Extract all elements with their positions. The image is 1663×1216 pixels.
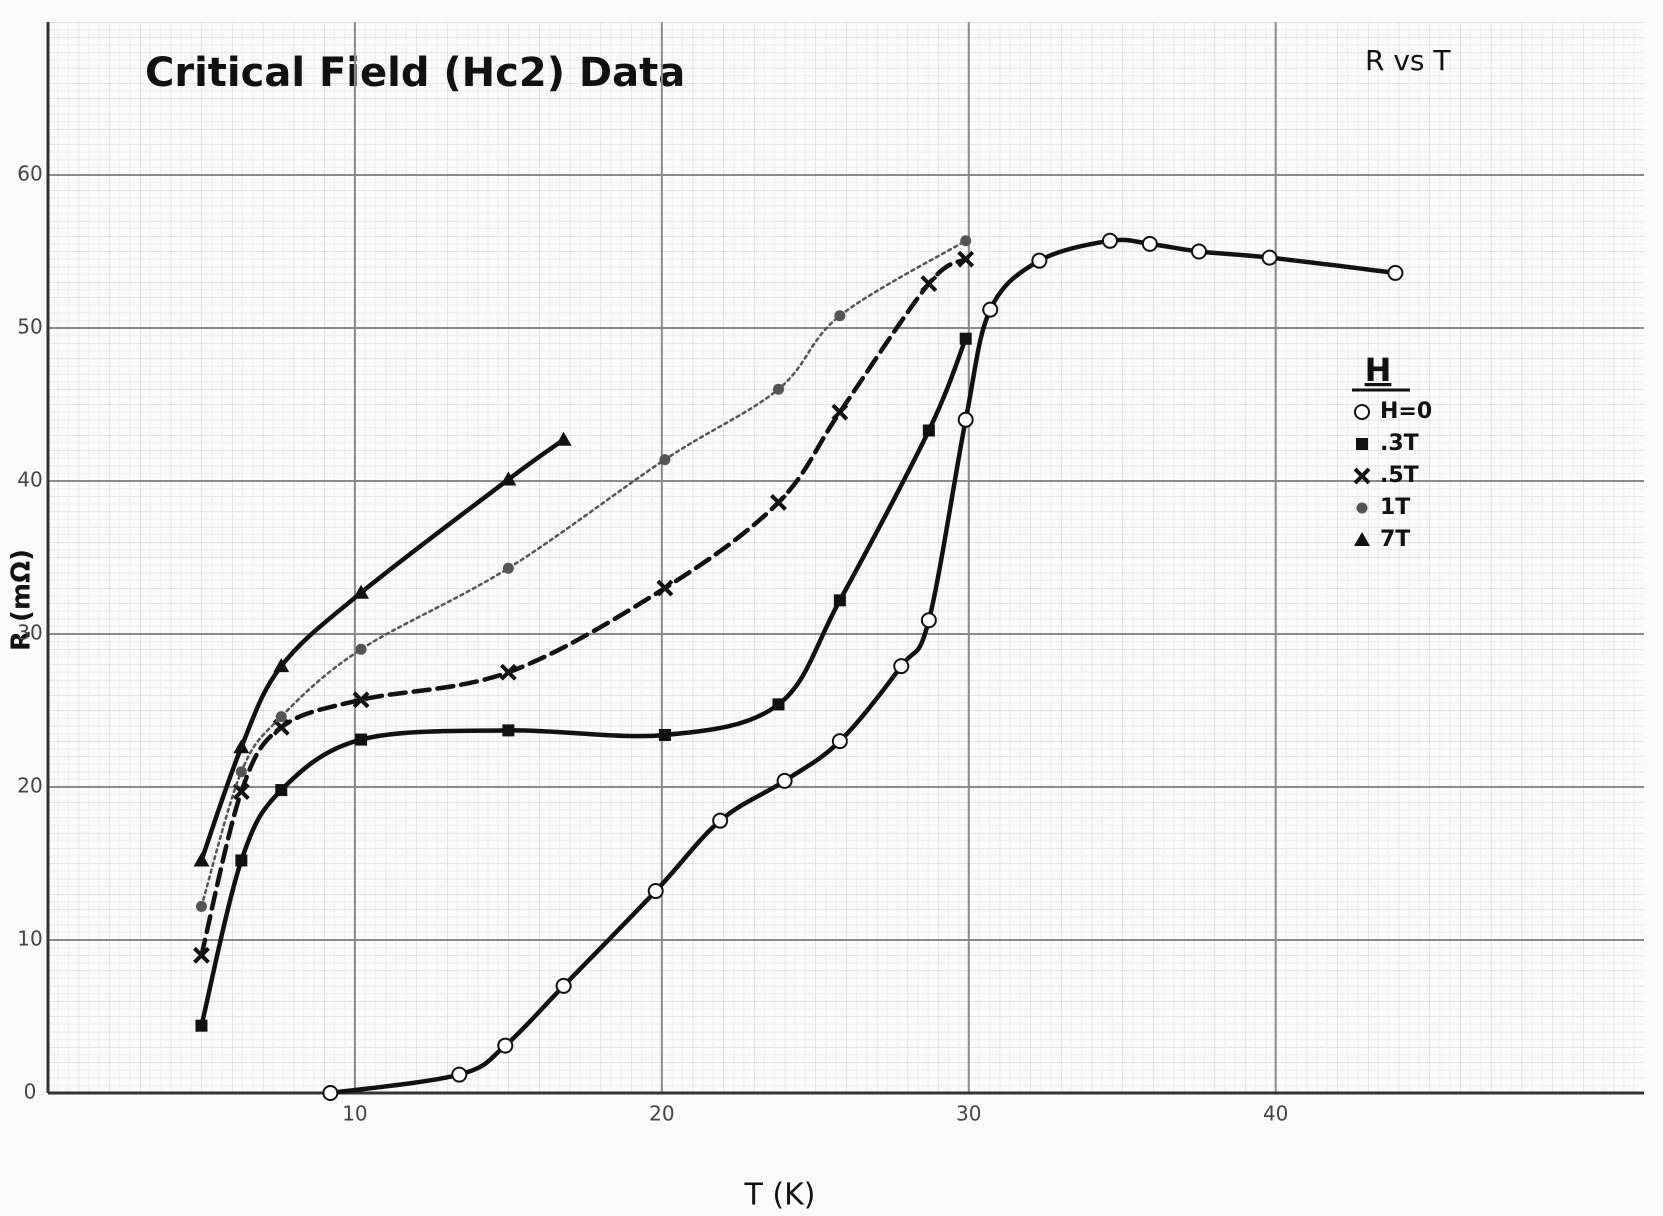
x-tick-label: 10 [342, 1102, 367, 1126]
marker [195, 1019, 208, 1032]
marker [1354, 532, 1370, 546]
legend-label: H=0 [1380, 399, 1432, 424]
y-axis-label: R (mΩ) [7, 549, 37, 651]
y-tick-label: 20 [17, 774, 42, 798]
marker [957, 250, 975, 268]
marker [353, 584, 370, 599]
marker [555, 431, 572, 446]
marker [1141, 235, 1158, 252]
marker [235, 766, 247, 778]
marker [499, 663, 517, 681]
marker [1387, 264, 1404, 281]
marker [275, 784, 288, 797]
marker [275, 711, 287, 723]
marker [920, 612, 937, 629]
x-tick-label: 30 [956, 1102, 981, 1126]
series-line [199, 256, 968, 958]
marker [770, 494, 787, 511]
marker [922, 424, 935, 437]
marker [233, 739, 250, 754]
marker [960, 235, 972, 247]
series-line [199, 336, 968, 1028]
marker [272, 718, 290, 736]
marker [193, 852, 210, 867]
marker [1261, 249, 1278, 266]
marker [831, 403, 849, 421]
marker [959, 332, 972, 345]
marker [834, 310, 846, 322]
legend-entry: 7T [1354, 527, 1410, 552]
legend-entry: 1T [1356, 495, 1410, 520]
marker [497, 1037, 514, 1054]
marker [658, 728, 671, 741]
marker [235, 854, 248, 867]
marker [232, 783, 250, 801]
y-tick-label: 10 [17, 927, 42, 951]
marker [355, 733, 368, 746]
graph-paper [48, 22, 1644, 1093]
marker [1356, 502, 1368, 514]
legend-label: 7T [1380, 527, 1410, 552]
marker [451, 1066, 468, 1083]
marker [502, 724, 515, 737]
marker [712, 812, 729, 829]
legend-entry: .3T [1356, 431, 1419, 456]
marker [500, 471, 517, 486]
marker [273, 658, 290, 673]
marker [776, 772, 793, 789]
marker [647, 883, 664, 900]
marker [659, 454, 671, 466]
legend-entry: H=0 [1354, 399, 1432, 424]
marker [920, 275, 938, 293]
y-tick-label: 30 [17, 621, 42, 645]
marker [322, 1085, 339, 1101]
marker [656, 579, 674, 597]
marker [893, 658, 910, 675]
marker [1190, 243, 1207, 260]
marker [352, 691, 370, 709]
y-tick-label: 0 [24, 1080, 37, 1104]
marker [1101, 232, 1118, 249]
marker [502, 562, 514, 574]
chart-title: Critical Field (Hc2) Data [145, 50, 685, 96]
y-tick-label: 40 [17, 468, 42, 492]
marker [1031, 252, 1048, 269]
marker [957, 411, 974, 428]
series-line [200, 239, 967, 908]
marker [355, 643, 367, 655]
x-tick-label: 40 [1263, 1102, 1288, 1126]
marker [772, 383, 784, 395]
marker [982, 301, 999, 318]
marker [195, 900, 207, 912]
y-tick-label: 50 [17, 315, 42, 339]
legend-label: .5T [1380, 463, 1419, 488]
x-axis-label: T (K) [744, 1178, 816, 1213]
legend-entry: .5T [1353, 463, 1419, 488]
chart-subtitle: R vs T [1365, 44, 1451, 77]
marker [1354, 404, 1370, 420]
legend-label: 1T [1380, 495, 1410, 520]
legend-title: H [1365, 351, 1392, 389]
x-tick-label: 20 [649, 1102, 674, 1126]
marker [193, 946, 210, 964]
marker [831, 733, 848, 750]
marker [1356, 438, 1368, 450]
y-tick-label: 60 [17, 162, 42, 186]
marker [772, 698, 785, 711]
marker [555, 977, 572, 994]
legend-label: .3T [1380, 431, 1419, 456]
marker [1353, 467, 1371, 485]
marker [833, 594, 846, 607]
